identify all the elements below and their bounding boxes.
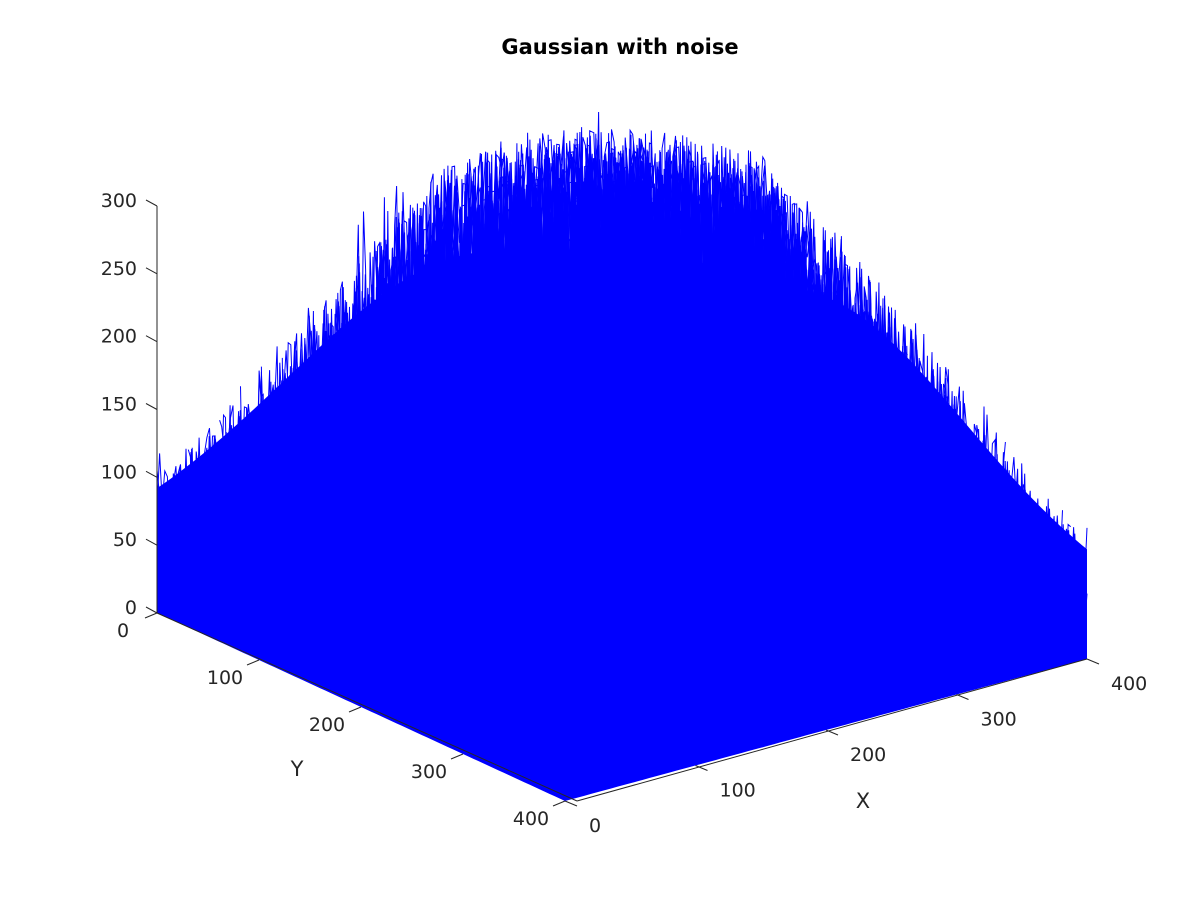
y-tick-mark [144,612,158,619]
x-axis-label: X [856,789,870,813]
x-tick-mark [695,765,708,771]
z-tick-label: 200 [101,326,137,348]
surface-mesh [156,111,1088,801]
z-tick-mark [145,470,158,478]
z-tick-mark [145,335,158,343]
z-tick-label: 250 [101,258,137,280]
x-tick-mark [1086,658,1100,665]
z-tick-mark [145,403,158,410]
axes: 0 50 100 150 200 250 300 0 100 200 300 400 0 100 200 30… [101,190,1148,837]
mesh-column [647,212,1056,626]
x-tick-label: 300 [981,709,1017,731]
mesh-column [626,186,1036,649]
y-tick-mark [246,659,260,666]
y-tick-label: 0 [117,620,129,642]
z-tick-label: 150 [101,394,137,416]
x-tick-label: 0 [589,815,601,837]
z-tick-label: 50 [113,529,137,551]
z-tick-mark [145,606,158,614]
mesh-column [678,253,1088,631]
y-tick-label: 100 [207,667,243,689]
z-tick-label: 300 [101,190,137,212]
y-axis-line [156,612,578,802]
y-tick-label: 400 [513,808,549,830]
z-tick-mark [145,199,158,207]
x-tick-mark [825,729,839,736]
z-tick-label: 0 [125,597,137,619]
y-tick-mark [348,706,362,713]
x-tick-label: 400 [1111,673,1147,695]
x-tick-label: 100 [720,780,756,802]
chart-title: Gaussian with noise [501,35,738,59]
mesh-column [323,207,733,724]
z-tick-mark [145,538,158,546]
x-tick-label: 200 [850,744,886,766]
y-axis-label: Y [290,757,304,781]
y-tick-mark [552,800,566,807]
z-tick-label: 100 [101,461,137,483]
x-axis-line [576,658,1088,802]
y-tick-label: 200 [309,714,345,736]
x-tick-mark [956,694,969,700]
z-tick-mark [145,267,158,275]
y-tick-mark [450,753,464,760]
x-tick-mark [564,800,578,807]
y-tick-label: 300 [411,761,447,783]
